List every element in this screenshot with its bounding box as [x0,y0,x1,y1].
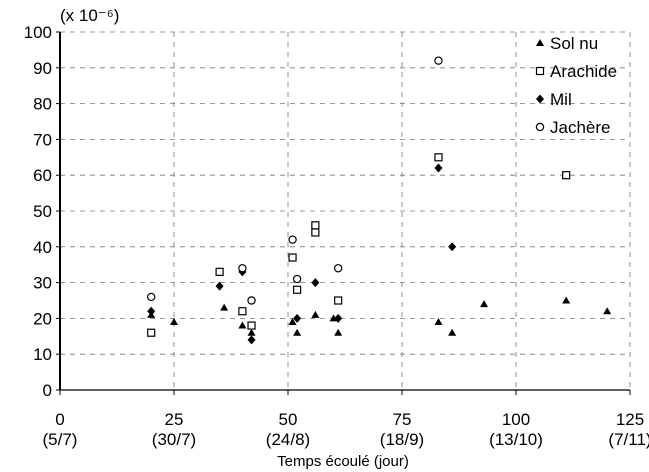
x-tick-date-label: (18/9) [380,430,424,449]
legend-label-sol-nu: Sol nu [550,34,598,53]
x-tick-labels: 0(5/7) 25(30/7) 50(24/8) 75(18/9) 100(13/10)… [43,410,649,449]
x-axis-label: Temps écoulé (jour) [277,453,409,470]
point-arachide [247,321,256,330]
point-arachide [562,171,571,180]
axes [56,31,631,395]
point-sol-nu [562,296,571,304]
point-sol-nu [238,321,247,329]
legend-label-arachide: Arachide [550,62,617,81]
y-tick-label: 20 [33,309,52,328]
point-mil [247,335,256,345]
point-arachide [434,153,443,162]
point-mil [334,313,343,323]
grid [60,31,631,390]
point-jach-re [146,292,156,302]
legend: Sol nu Arachide Mil Jachère [535,34,617,137]
point-arachide [238,307,247,316]
y-tick-label: 70 [33,130,52,149]
point-sol-nu [311,310,320,318]
y-tick-label: 0 [43,381,52,400]
point-mil [448,242,457,252]
x-tick-label: 25 [165,410,184,429]
y-tick-labels: 0 10 20 30 40 50 60 70 80 90 100 [24,23,52,400]
y-tick-label: 10 [33,345,52,364]
legend-marker-arachide [535,66,545,76]
x-tick-label: 0 [55,410,64,429]
point-sol-nu [288,317,297,325]
y-tick-label: 40 [33,238,52,257]
x-tick-label: 50 [279,410,298,429]
point-jach-re [247,296,256,305]
x-tick-date-label: (5/7) [43,430,78,449]
point-sol-nu [603,307,612,315]
legend-label-jach-re: Jachère [550,118,610,137]
point-jach-re [434,56,443,65]
data-points [146,56,612,345]
y-tick-label: 60 [33,166,52,185]
y-tick-label: 80 [33,95,52,114]
point-mil [215,281,224,291]
x-tick-label: 125 [616,410,644,429]
point-jach-re [238,264,247,273]
y-tick-label: 30 [33,274,52,293]
point-mil [434,163,443,173]
point-sol-nu [220,303,229,311]
x-tick-date-label: (7/11) [608,430,649,449]
point-sol-nu [293,328,302,336]
point-sol-nu [448,328,457,336]
point-arachide [293,285,302,294]
y-axis-multiplier: (x 10⁻⁶) [60,6,119,25]
y-tick-label: 50 [33,202,52,221]
point-jach-re [333,264,343,273]
point-sol-nu [480,300,489,308]
y-tick-label: 100 [24,23,52,42]
point-mil [311,278,320,288]
point-sol-nu [334,328,343,336]
x-tick-date-label: (24/8) [266,430,310,449]
point-sol-nu [434,317,443,325]
legend-marker-sol-nu [536,39,544,46]
point-jach-re [292,274,302,284]
point-mil [147,306,156,316]
point-arachide [311,228,320,237]
legend-marker-jach-re [535,122,545,132]
point-arachide [215,267,224,276]
point-sol-nu [170,317,178,325]
legend-label-mil: Mil [550,90,572,109]
y-tick-label: 90 [33,59,52,78]
point-arachide [334,296,343,305]
point-arachide [288,253,297,262]
x-tick-date-label: (13/10) [489,430,543,449]
point-mil [293,313,302,323]
point-arachide [147,328,156,337]
point-jach-re [288,235,297,244]
x-tick-label: 75 [393,410,412,429]
legend-marker-mil [536,94,544,104]
x-tick-label: 100 [502,410,530,429]
point-sol-nu [247,328,256,336]
point-arachide [311,221,320,230]
x-tick-date-label: (30/7) [152,430,196,449]
